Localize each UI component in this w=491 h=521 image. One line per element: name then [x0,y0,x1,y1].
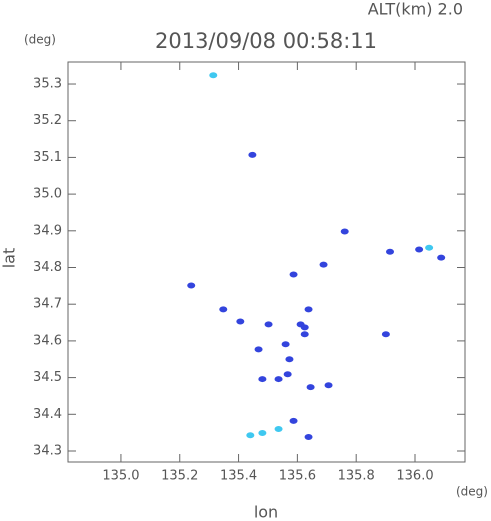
x-tick-label: 135.6 [279,469,316,484]
echo-point [386,248,395,255]
y-tick-label: 35.2 [33,113,62,128]
x-tick-label: 135.4 [220,469,257,484]
y-tick-label: 34.7 [33,297,62,312]
echo-point [306,384,315,391]
x-axis-label: lon [254,503,278,521]
echo-point [300,331,309,338]
echo-point [209,72,218,79]
echo-point [304,434,313,441]
echo-point [254,346,263,353]
echo-point [264,321,273,328]
echo-point [248,151,257,158]
x-unit: (deg) [456,485,488,499]
x-tick-label: 135.8 [338,469,375,484]
y-tick-label: 34.6 [33,333,62,348]
y-tick-label: 35.1 [33,150,62,165]
x-tick-label: 135.2 [161,469,198,484]
echo-point [236,318,245,325]
chart-subtitle: ALT(km) 2.0 [368,0,463,19]
echo-point [289,417,298,424]
echo-point [258,430,267,437]
y-tick-label: 35.0 [33,187,62,202]
echo-point [274,425,283,432]
echo-point [283,371,292,378]
echo-point [289,271,298,278]
y-tick-label: 34.9 [33,223,62,238]
echo-point [274,376,283,383]
echo-point [304,306,313,313]
y-tick-label: 34.5 [33,370,62,385]
y-tick-label: 35.3 [33,77,62,92]
y-unit: (deg) [24,33,56,47]
echo-point [285,356,294,363]
x-tick-label: 135.0 [102,469,139,484]
x-tick-label: 136.0 [396,469,433,484]
echo-point [437,254,446,261]
echo-point [187,282,196,289]
echo-point [281,341,290,348]
echo-point [324,382,333,389]
echo-point [340,228,349,235]
echo-point [300,324,309,331]
echo-point [381,331,390,338]
y-axis-label: lat [0,248,19,269]
echo-point [258,376,267,383]
echo-point [219,306,228,313]
echo-point [425,244,434,251]
echo-point [319,261,328,268]
y-tick-label: 34.4 [33,407,62,422]
y-tick-label: 34.8 [33,260,62,275]
chart-title: 2013/09/08 00:58:11 [155,29,377,53]
y-tick-label: 34.3 [33,443,62,458]
echo-point [246,432,255,439]
echo-point [415,246,424,253]
plot-frame [67,61,466,463]
